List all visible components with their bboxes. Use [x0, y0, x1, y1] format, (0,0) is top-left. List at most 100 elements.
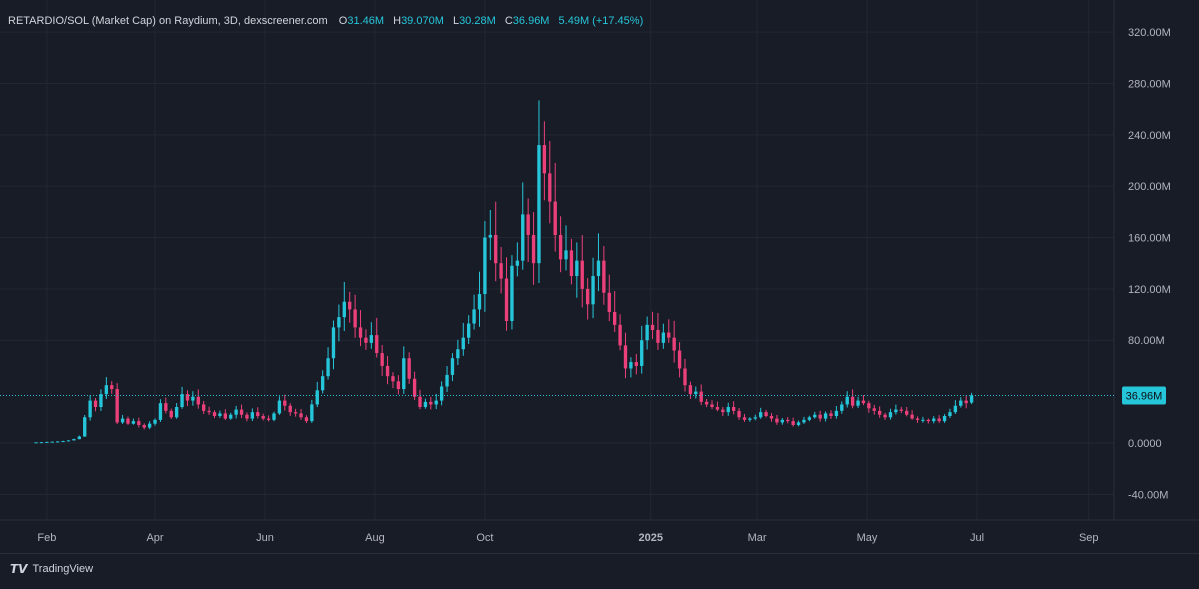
candle-body	[834, 410, 839, 416]
candle-body	[218, 413, 222, 416]
candle-body	[521, 214, 525, 261]
candle-body	[153, 419, 157, 424]
candle-body	[537, 145, 541, 264]
candle-body	[948, 412, 952, 416]
x-tick-label: Feb	[37, 532, 56, 544]
candle-body	[283, 400, 287, 406]
candle-body	[964, 400, 968, 404]
candle-body	[786, 419, 790, 422]
candle-body	[331, 327, 336, 359]
candle-body	[277, 400, 282, 414]
candle-body	[180, 394, 184, 408]
candle-body	[796, 422, 801, 425]
candle-body	[223, 413, 228, 419]
candle-body	[39, 442, 44, 444]
candle-body	[726, 407, 730, 413]
candle-body	[953, 405, 958, 413]
open-value: 31.46M	[347, 15, 385, 27]
candle-body	[494, 234, 498, 264]
symbol-title: RETARDIO/SOL (Market Cap) on Raydium, 3D…	[8, 15, 328, 27]
candle-body	[694, 391, 698, 395]
y-tick-label: 0.0000	[1128, 438, 1162, 450]
tradingview-brand[interactable]: 𝙏𝙑 TradingView	[10, 562, 93, 576]
candle-body	[580, 260, 584, 289]
candle-body	[191, 396, 195, 401]
candle-body	[56, 441, 60, 443]
y-tick-label: 200.00M	[1128, 181, 1171, 193]
candle-body	[861, 400, 866, 404]
candle-body	[472, 309, 476, 324]
candle-body	[667, 332, 671, 338]
candle-body	[759, 412, 763, 418]
candle-body	[542, 145, 547, 174]
candle-body	[272, 413, 276, 420]
candle-body	[477, 294, 482, 310]
candle-body	[969, 395, 974, 403]
candle-body	[288, 405, 292, 413]
candle-body	[423, 401, 428, 408]
candle-body	[234, 409, 238, 415]
candle-body	[456, 349, 460, 359]
chart-legend-header: RETARDIO/SOL (Market Cap) on Raydium, 3D…	[8, 15, 649, 27]
candle-body	[650, 324, 655, 330]
x-tick-label: Oct	[476, 532, 493, 544]
candle-body	[721, 409, 725, 413]
close-value: 36.96M	[512, 15, 550, 27]
candle-body	[380, 353, 384, 366]
candle-body	[158, 403, 163, 420]
candle-body	[710, 404, 714, 408]
candle-body	[261, 416, 265, 419]
candle-body	[607, 292, 611, 312]
candle-body	[780, 419, 785, 423]
candle-body	[564, 250, 568, 260]
candle-body	[585, 288, 590, 305]
candle-body	[450, 358, 455, 375]
brand-label: TradingView	[32, 563, 94, 575]
candle-body	[202, 404, 206, 411]
candle-body	[174, 407, 179, 418]
y-tick-label: 280.00M	[1128, 78, 1171, 90]
candle-body	[840, 404, 844, 411]
candle-body	[315, 390, 319, 405]
candle-body	[613, 312, 617, 325]
candle-body	[299, 413, 303, 418]
candle-body	[93, 400, 98, 408]
x-tick-label: 2025	[638, 532, 662, 544]
candle-body	[629, 362, 633, 369]
candle-body	[418, 396, 422, 408]
candle-body	[66, 440, 71, 442]
high-label: H	[393, 15, 402, 27]
candle-body	[618, 324, 622, 346]
candle-body	[239, 409, 244, 415]
candle-body	[672, 337, 676, 351]
candle-body	[77, 436, 81, 440]
close-label: C	[504, 15, 513, 27]
candle-body	[466, 323, 471, 338]
candle-body	[256, 412, 260, 416]
candle-body	[661, 332, 666, 343]
candle-body	[802, 419, 806, 423]
candle-body	[369, 335, 374, 343]
candle-body	[558, 234, 563, 260]
x-tick-label: Mar	[748, 532, 767, 544]
candle-body	[548, 173, 552, 202]
candle-body	[656, 329, 660, 343]
candle-body	[320, 376, 325, 391]
low-value: 30.28M	[459, 15, 496, 27]
candle-body	[910, 414, 914, 419]
candle-body	[731, 407, 736, 411]
candle-body	[932, 418, 936, 422]
candle-body	[748, 418, 752, 420]
candle-body	[229, 414, 233, 419]
candle-body	[407, 358, 411, 379]
candle-body	[185, 394, 190, 401]
candle-body	[488, 234, 492, 238]
x-tick-label: Jun	[256, 532, 274, 544]
candle-body	[899, 409, 903, 411]
change-value: 5.49M (+17.45%)	[558, 15, 644, 27]
candle-body	[142, 424, 146, 428]
candle-body	[526, 214, 530, 235]
candle-body	[293, 412, 298, 414]
